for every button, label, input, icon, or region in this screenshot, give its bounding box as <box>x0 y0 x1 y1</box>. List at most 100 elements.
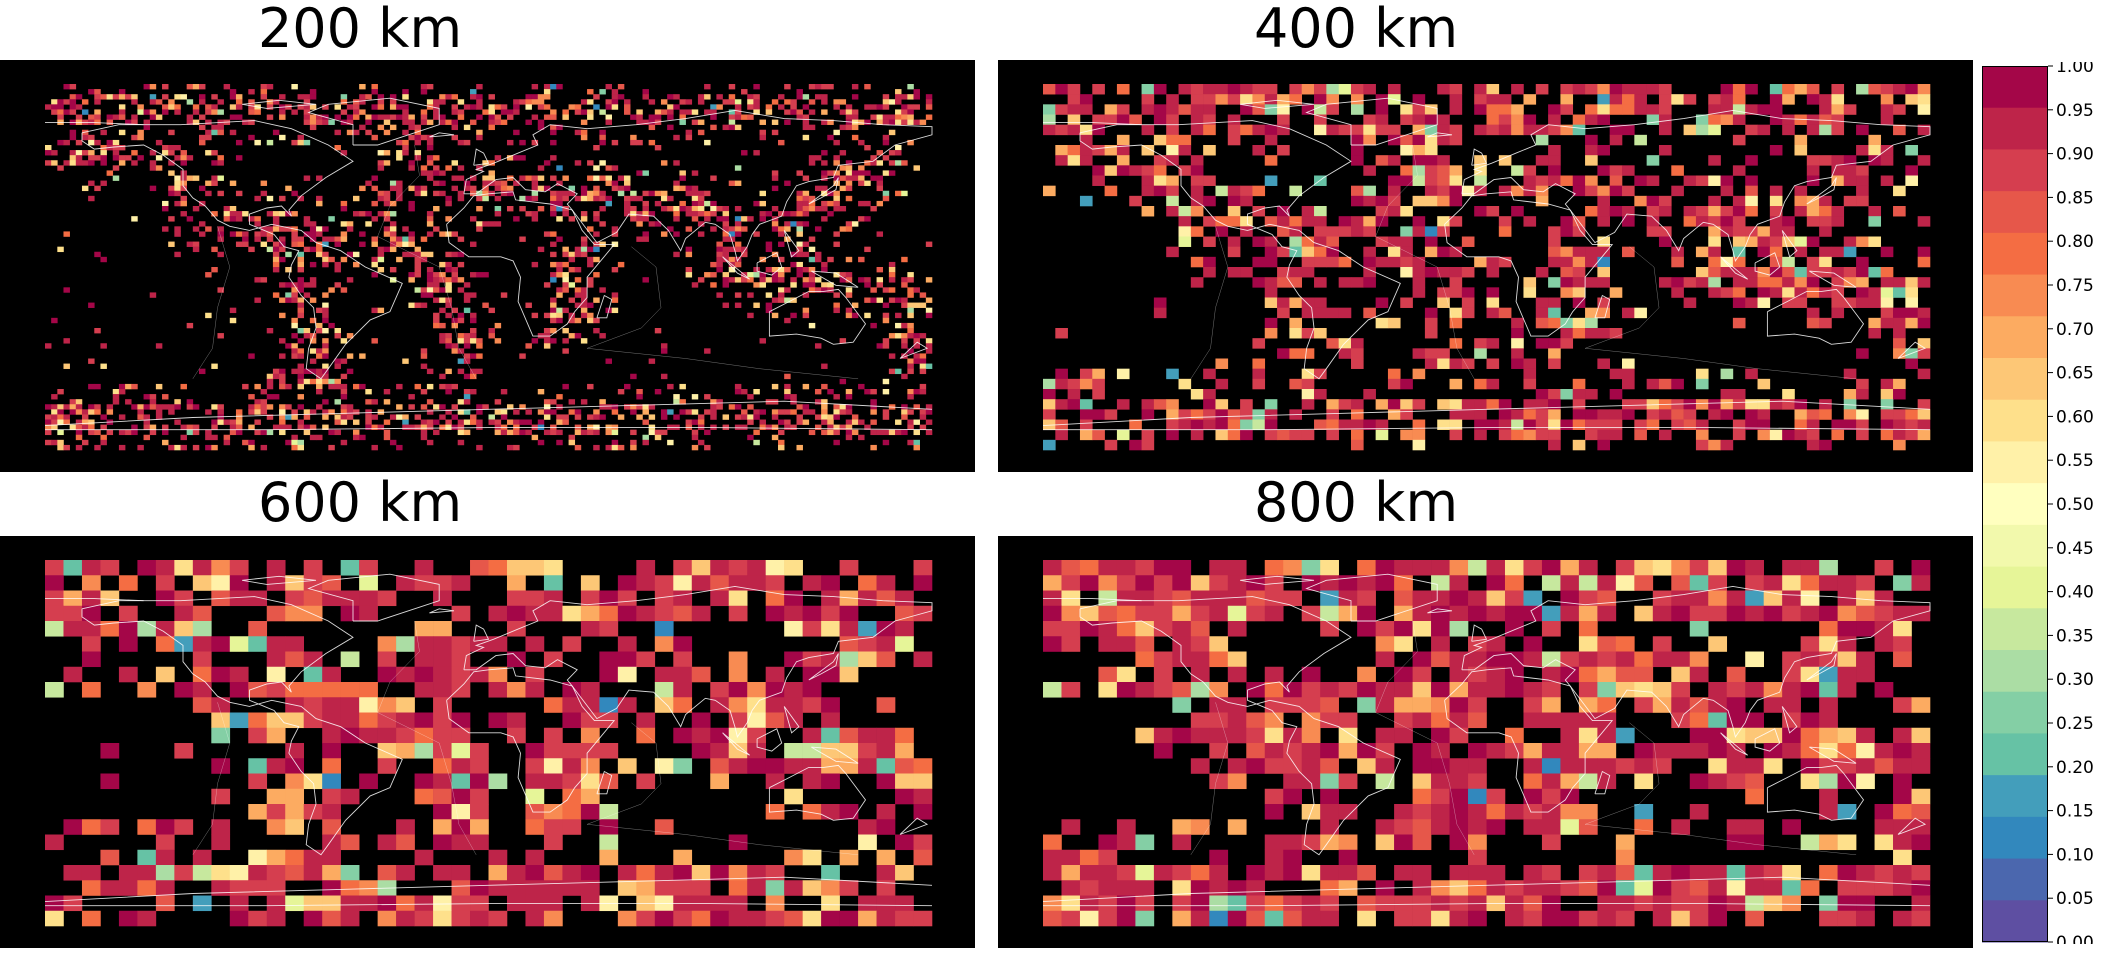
heatmap-cell <box>303 712 323 729</box>
heatmap-cell <box>1098 666 1118 683</box>
heatmap-cell <box>747 99 754 105</box>
heatmap-cell <box>1190 206 1204 217</box>
heatmap-cell <box>1314 175 1327 186</box>
heatmap-cell <box>895 145 902 151</box>
heatmap-cell <box>728 124 736 131</box>
heatmap-cell <box>808 236 816 242</box>
heatmap-cell <box>211 267 218 273</box>
heatmap-cell <box>587 195 594 202</box>
heatmap-cell <box>192 429 200 436</box>
heatmap-cell <box>913 804 933 820</box>
heatmap-cell <box>784 373 791 380</box>
heatmap-cell <box>266 895 286 912</box>
heatmap-cell <box>272 261 280 268</box>
heatmap-cell <box>291 297 298 303</box>
heatmap-cell <box>845 124 853 131</box>
heatmap-cell <box>882 114 890 120</box>
heatmap-cell <box>1461 267 1475 278</box>
heatmap-cell <box>574 195 582 202</box>
heatmap-cell <box>1412 94 1426 105</box>
heatmap-cell <box>1671 743 1691 759</box>
heatmap-cell <box>1375 216 1389 227</box>
heatmap-cell <box>1757 378 1771 390</box>
heatmap-cell <box>1190 195 1204 207</box>
heatmap-cell <box>605 444 612 451</box>
heatmap-cell <box>414 560 434 576</box>
heatmap-cell <box>513 444 520 451</box>
heatmap-cell <box>1314 104 1327 115</box>
heatmap-cell <box>605 175 612 181</box>
heatmap-cell <box>1449 697 1469 713</box>
heatmap-cell <box>303 409 311 415</box>
heatmap-cell <box>1597 114 1610 125</box>
heatmap-cell <box>316 231 323 237</box>
heatmap-cell <box>784 226 791 232</box>
heatmap-cell <box>654 666 674 683</box>
heatmap-cell <box>1178 378 1192 390</box>
heatmap-cell <box>1394 560 1413 576</box>
heatmap-cell <box>1523 743 1543 759</box>
heatmap-cell <box>106 170 114 176</box>
heatmap-cell <box>876 621 896 637</box>
heatmap-cell <box>112 139 120 146</box>
heatmap-cell <box>186 322 194 329</box>
heatmap-cell <box>1523 880 1543 896</box>
heatmap-cell <box>340 389 348 395</box>
heatmap-cell <box>1523 165 1537 176</box>
heatmap-cell <box>1141 165 1155 176</box>
heatmap-cell <box>1486 94 1500 105</box>
heatmap-cell <box>1523 175 1537 186</box>
heatmap-cell <box>839 378 847 385</box>
heatmap-cell <box>531 338 539 344</box>
heatmap-cell <box>1474 185 1487 197</box>
heatmap-cell <box>513 419 520 425</box>
heatmap-cell <box>864 297 871 303</box>
heatmap-cell <box>389 236 397 242</box>
heatmap-cell <box>1720 84 1734 95</box>
heatmap-cell <box>217 109 224 115</box>
heatmap-cell <box>654 590 674 607</box>
heatmap-cell <box>1363 124 1376 136</box>
heatmap-cell <box>574 333 582 339</box>
heatmap-cell <box>642 409 649 415</box>
heatmap-cell <box>463 389 471 395</box>
heatmap-cell <box>636 170 643 176</box>
heatmap-cell <box>254 139 261 146</box>
heatmap-cell <box>642 211 649 217</box>
heatmap-cell <box>1782 605 1801 622</box>
heatmap-cell <box>845 195 853 202</box>
heatmap-cell <box>297 256 305 263</box>
heatmap-cell <box>1893 575 1912 591</box>
heatmap-cell <box>814 277 822 283</box>
heatmap-cell <box>352 409 360 415</box>
heatmap-cell <box>747 575 766 591</box>
heatmap-cell <box>1843 155 1857 166</box>
heatmap-cell <box>599 195 606 202</box>
heatmap-cell <box>1745 865 1764 881</box>
heatmap-cell <box>186 175 194 181</box>
heatmap-cell <box>574 160 582 166</box>
heatmap-cell <box>1375 834 1395 851</box>
heatmap-cell <box>728 267 736 273</box>
heatmap-cell <box>827 256 834 263</box>
heatmap-cell <box>919 333 927 339</box>
heatmap-cell <box>1757 246 1771 258</box>
heatmap-cell <box>839 226 847 232</box>
heatmap-cell <box>100 773 120 790</box>
heatmap-cell <box>242 231 249 237</box>
heatmap-cell <box>771 414 779 420</box>
heatmap-cell <box>568 434 576 441</box>
heatmap-cell <box>771 119 779 125</box>
heatmap-cell <box>235 241 243 247</box>
heatmap-200km <box>44 84 933 451</box>
heatmap-cell <box>765 241 773 247</box>
heatmap-cell <box>1905 297 1918 308</box>
heatmap-cell <box>1246 727 1266 744</box>
heatmap-cell <box>1190 880 1210 896</box>
heatmap-cell <box>704 211 711 217</box>
heatmap-cell <box>771 175 779 181</box>
heatmap-cell <box>660 348 668 354</box>
heatmap-cell <box>279 297 286 303</box>
heatmap-cell <box>599 287 606 293</box>
heatmap-cell <box>149 160 157 166</box>
